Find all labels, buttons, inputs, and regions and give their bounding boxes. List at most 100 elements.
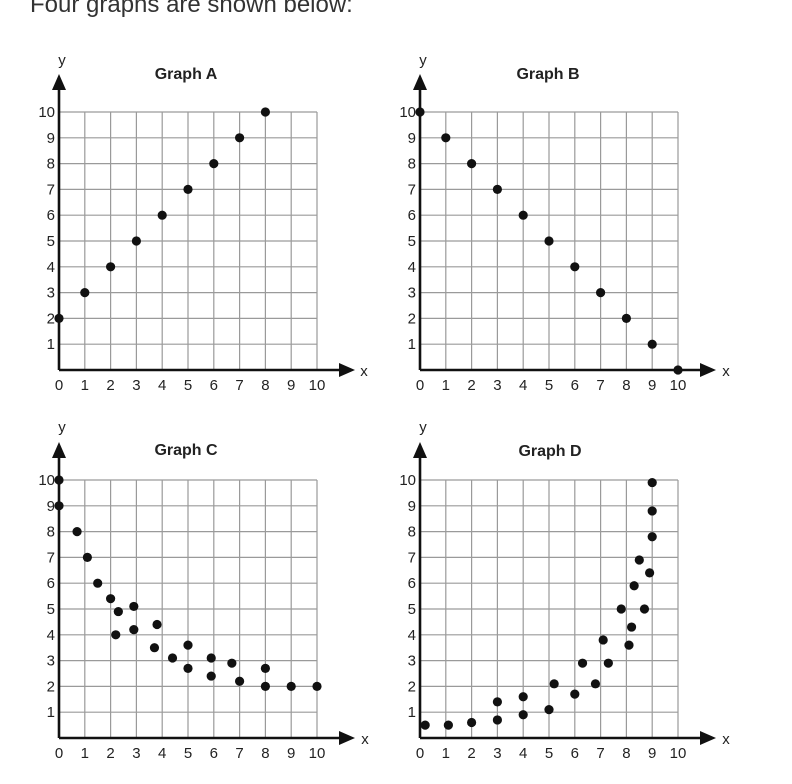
data-point (80, 288, 90, 298)
data-point (415, 107, 425, 117)
data-point (183, 640, 193, 650)
data-point (577, 658, 588, 668)
data-point (616, 604, 626, 614)
data-point (54, 501, 64, 511)
x-tick-label: 8 (261, 377, 269, 394)
x-tick-label: 10 (309, 377, 326, 394)
data-point (54, 313, 64, 323)
data-point (129, 601, 139, 612)
x-axis-arrow-icon (339, 363, 355, 377)
x-tick-label: 7 (596, 377, 604, 394)
data-point (167, 653, 178, 663)
data-point (106, 594, 116, 604)
x-tick-label: 5 (545, 745, 553, 762)
data-point (634, 555, 644, 565)
data-point (149, 643, 160, 653)
y-tick-label: 5 (408, 601, 416, 618)
x-tick-label: 3 (132, 745, 140, 762)
y-tick-label: 2 (47, 678, 55, 695)
y-tick-label: 4 (47, 259, 55, 276)
data-point (113, 606, 123, 617)
data-point (639, 604, 650, 614)
y-tick-label: 5 (47, 601, 55, 618)
x-tick-label: 1 (442, 377, 450, 394)
data-point (441, 133, 451, 143)
data-point (549, 679, 559, 689)
x-tick-label: 8 (261, 745, 269, 762)
y-tick-label: 4 (408, 627, 416, 644)
x-tick-label: 10 (670, 745, 687, 762)
data-point (443, 720, 453, 730)
data-point (590, 679, 601, 689)
data-point (129, 625, 139, 635)
y-axis-arrow-icon (413, 442, 427, 458)
y-tick-label: 10 (399, 472, 416, 489)
data-point (420, 720, 430, 730)
data-point (82, 552, 92, 563)
x-tick-label: 5 (184, 745, 192, 762)
y-tick-label: 5 (408, 233, 416, 250)
x-tick-label: 3 (132, 377, 140, 394)
x-tick-label: 6 (210, 377, 218, 394)
x-tick-label: 4 (519, 745, 527, 762)
y-tick-label: 7 (47, 549, 55, 566)
x-axis-label: x (361, 731, 369, 748)
y-tick-label: 1 (47, 704, 55, 721)
x-tick-label: 6 (571, 745, 579, 762)
data-point (467, 717, 477, 728)
x-tick-label: 4 (158, 745, 166, 762)
data-point (235, 133, 245, 143)
y-tick-label: 1 (408, 704, 416, 721)
y-axis-arrow-icon (52, 74, 66, 90)
y-tick-label: 5 (47, 233, 55, 250)
x-tick-label: 4 (158, 377, 166, 394)
y-tick-label: 3 (47, 285, 55, 302)
data-point (518, 710, 528, 720)
x-axis-label: x (722, 363, 730, 380)
data-point (624, 640, 634, 650)
y-tick-label: 8 (47, 524, 55, 541)
data-point (492, 715, 502, 725)
data-point (183, 184, 193, 194)
x-tick-label: 2 (467, 377, 475, 394)
y-tick-label: 9 (408, 130, 416, 147)
data-point (518, 210, 528, 220)
data-point (492, 697, 502, 707)
data-point (111, 630, 121, 640)
y-axis-label: y (58, 52, 66, 69)
x-tick-label: 10 (670, 377, 687, 394)
data-point (544, 236, 554, 246)
x-tick-label: 8 (622, 377, 630, 394)
x-tick-label: 0 (416, 745, 424, 762)
x-tick-label: 2 (106, 377, 114, 394)
data-point (647, 339, 657, 349)
x-tick-label: 6 (210, 745, 218, 762)
data-point (467, 159, 477, 169)
y-tick-label: 2 (408, 678, 416, 695)
x-tick-label: 7 (596, 745, 604, 762)
y-axis-label: y (419, 419, 427, 436)
x-axis-arrow-icon (339, 731, 355, 745)
x-tick-label: 10 (309, 745, 326, 762)
y-tick-label: 7 (408, 549, 416, 566)
x-tick-label: 2 (467, 745, 475, 762)
graph-title: Graph A (155, 66, 218, 83)
data-point (544, 705, 554, 715)
y-tick-label: 9 (47, 498, 55, 515)
y-tick-label: 6 (47, 207, 55, 224)
y-tick-label: 1 (47, 336, 55, 353)
x-tick-label: 5 (545, 377, 553, 394)
x-tick-label: 7 (235, 377, 243, 394)
data-point (260, 663, 270, 673)
data-point (603, 658, 613, 668)
x-tick-label: 0 (55, 745, 63, 762)
y-tick-label: 10 (38, 472, 55, 489)
y-tick-label: 10 (38, 104, 55, 121)
data-point (647, 506, 657, 516)
x-axis-arrow-icon (700, 363, 716, 377)
data-point (645, 568, 655, 578)
data-point (157, 210, 167, 220)
